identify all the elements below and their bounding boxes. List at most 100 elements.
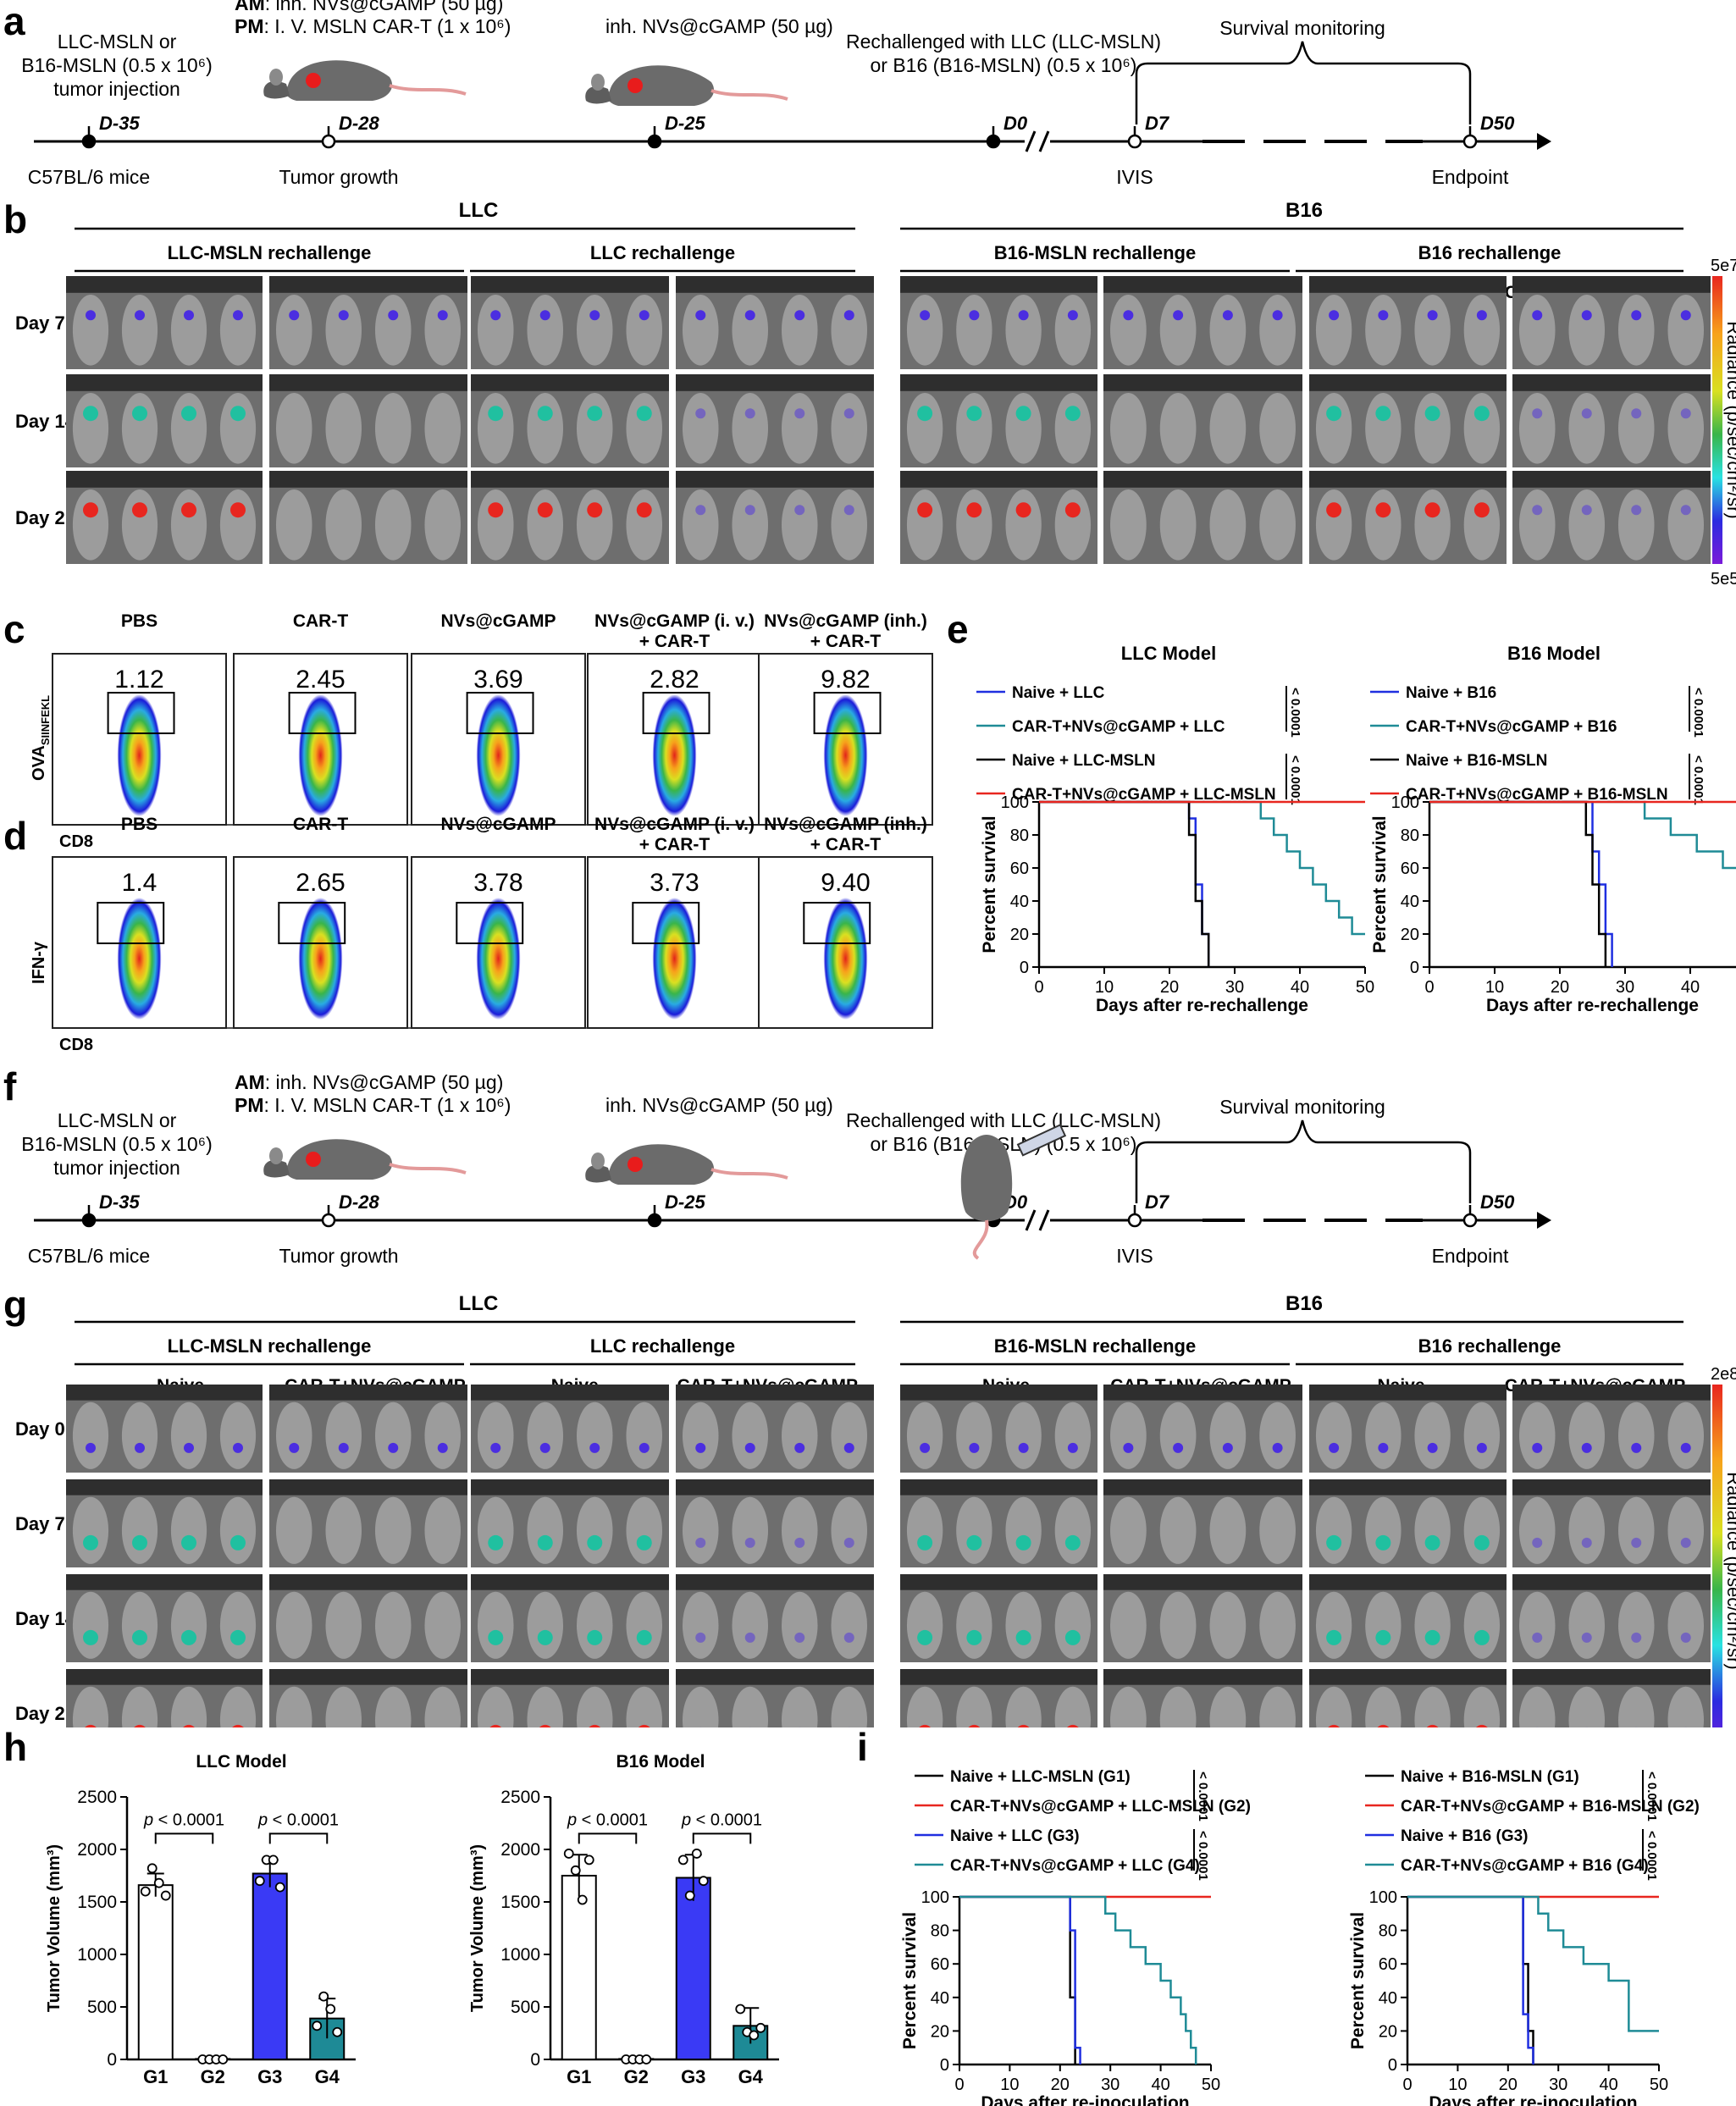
- y-tick-label: 60: [1010, 860, 1029, 878]
- mouse-silhouette: [477, 1591, 514, 1659]
- mouse-silhouette: [325, 1591, 362, 1659]
- mouse-silhouette: [275, 295, 312, 366]
- flow-header: NVs@cGAMP (inh.): [764, 815, 927, 834]
- bioluminescence-signal: [744, 408, 755, 419]
- row-day-label: Day 21: [15, 507, 75, 528]
- mouse-silhouette: [477, 393, 514, 464]
- bli-image-top: [1309, 1669, 1507, 1685]
- bioluminescence-signal: [537, 502, 553, 518]
- bioluminescence-signal: [695, 408, 706, 419]
- bar: [137, 1884, 174, 2060]
- flow-gate: [288, 692, 357, 734]
- bioluminescence-signal: [537, 1534, 553, 1550]
- mouse-silhouette: [170, 489, 207, 561]
- bioluminescence-signal: [1631, 1632, 1642, 1643]
- mouse-silhouette: [1617, 1401, 1655, 1469]
- x-category-label: G2: [201, 2066, 225, 2087]
- data-point: [570, 1865, 581, 1876]
- mouse-silhouette: [374, 1686, 412, 1727]
- mouse-silhouette: [424, 489, 462, 561]
- y-tick-label: 1500: [500, 1893, 540, 1912]
- bioluminescence-signal: [233, 1442, 243, 1453]
- survival-curve: [1039, 800, 1365, 936]
- x-tick-label: 10: [1095, 978, 1114, 997]
- bioluminescence-signal: [233, 310, 243, 321]
- comparison-bracket: [154, 1832, 214, 1844]
- panel-letter-a: a: [3, 0, 25, 43]
- bioluminescence-signal: [1427, 1442, 1438, 1453]
- bioluminescence-signal: [794, 1632, 805, 1643]
- mouse-silhouette: [1463, 1591, 1501, 1659]
- mouse-silhouette: [374, 1401, 412, 1469]
- bioluminescence-signal: [83, 406, 98, 422]
- flow-header: CAR-T: [293, 815, 348, 834]
- bar: [675, 1877, 711, 2060]
- mouse-silhouette: [1568, 295, 1606, 366]
- bioluminescence-signal: [843, 1442, 854, 1453]
- y-tick-label: 0: [1388, 2056, 1397, 2075]
- group-label-b16: B16: [1285, 199, 1323, 222]
- mouse-silhouette: [1054, 489, 1092, 561]
- bioluminescence-signal: [636, 502, 652, 518]
- mouse-silhouette: [1110, 1496, 1147, 1564]
- mouse-silhouette: [477, 1496, 514, 1564]
- mouse-silhouette: [477, 1401, 514, 1469]
- mouse-silhouette: [576, 1496, 613, 1564]
- mouse-silhouette: [121, 1496, 158, 1564]
- data-point: [160, 1890, 171, 1901]
- mouse-silhouette: [1259, 489, 1296, 561]
- bioluminescence-signal: [132, 1534, 147, 1550]
- bioluminescence-signal: [1018, 1442, 1029, 1453]
- mouse-silhouette: [732, 1686, 769, 1727]
- bioluminescence-signal: [920, 1442, 931, 1453]
- mouse-silhouette: [906, 1401, 943, 1469]
- bioluminescence-signal: [1424, 502, 1440, 518]
- bli-image-top: [269, 1669, 467, 1685]
- bioluminescence-signal: [794, 1537, 805, 1548]
- mouse-silhouette: [732, 295, 769, 366]
- bioluminescence-signal: [1532, 1537, 1543, 1548]
- bioluminescence-signal: [86, 1442, 96, 1453]
- data-point: [577, 1894, 588, 1905]
- mouse-body: [285, 1139, 393, 1180]
- y-axis-label: Percent survival: [980, 815, 999, 953]
- x-axis-label: Days after re-rechallenge: [1096, 996, 1308, 1015]
- bioluminescence-signal: [744, 1537, 755, 1548]
- tumor-growth-label: Tumor growth: [279, 1245, 398, 1267]
- subgroup-label: B16 rechallenge: [1418, 1335, 1562, 1357]
- comparison-p-value: p < 0.0001: [257, 1810, 339, 1829]
- bioluminescence-signal: [1222, 310, 1233, 321]
- mouse-silhouette: [170, 1591, 207, 1659]
- mouse-silhouette: [1054, 295, 1092, 366]
- survival-curve: [1429, 800, 1607, 967]
- subgroup-label: LLC-MSLN rechallenge: [168, 1335, 372, 1357]
- mouse-icon: [263, 60, 467, 101]
- mouse-silhouette: [1259, 1686, 1296, 1727]
- am-label: AM: inh. NVs@cGAMP (50 µg): [235, 1071, 503, 1093]
- panel-letter-b: b: [3, 197, 28, 241]
- bioluminescence-signal: [537, 1629, 553, 1645]
- mouse-silhouette: [374, 1591, 412, 1659]
- strain-label: C57BL/6 mice: [28, 1245, 150, 1267]
- data-point: [312, 2020, 323, 2031]
- bioluminescence-signal: [917, 502, 933, 518]
- flow-header-line2: + CAR-T: [639, 835, 710, 854]
- bioluminescence-signal: [1680, 310, 1691, 321]
- colorbar-label: Radiance (p/sec/cm²/sr): [1723, 321, 1736, 519]
- x-tick-label: 40: [1599, 2076, 1617, 2094]
- mouse-silhouette: [1365, 1686, 1402, 1727]
- bli-image-top: [1103, 374, 1302, 391]
- bioluminescence-signal: [181, 1629, 196, 1645]
- x-tick-label: 50: [1356, 978, 1374, 997]
- x-category-label: G3: [257, 2066, 282, 2087]
- mouse-silhouette: [1054, 393, 1092, 464]
- survival-charts-i: Naive + LLC-MSLN (G1) CAR-T+NVs@cGAMP + L…: [900, 1768, 1700, 2106]
- bioluminescence-signal: [1473, 406, 1490, 422]
- bioluminescence-signal: [1631, 1537, 1642, 1548]
- mouse-silhouette: [1667, 1686, 1705, 1727]
- bli-image-top: [1103, 1669, 1302, 1685]
- flow-header: NVs@cGAMP: [440, 611, 556, 631]
- mouse-silhouette: [275, 489, 312, 561]
- mouse-silhouette: [781, 1686, 818, 1727]
- bli-image-top: [1103, 1479, 1302, 1495]
